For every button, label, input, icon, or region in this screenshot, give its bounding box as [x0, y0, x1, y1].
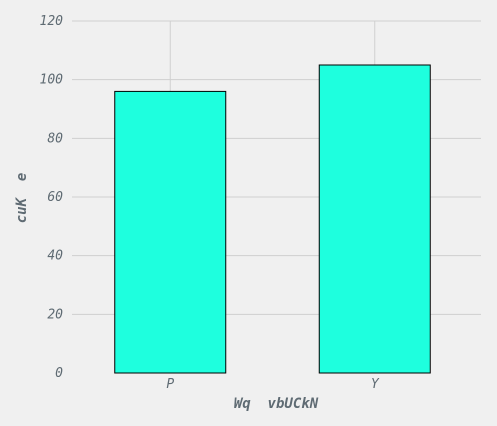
bar-p — [114, 90, 227, 374]
x-axis-title: Wq vbUCkN — [234, 396, 319, 412]
y-tick-label: 80 — [47, 131, 63, 146]
y-tick-label: 100 — [40, 73, 64, 88]
y-tick-label: 20 — [47, 307, 63, 322]
y-tick-label: 60 — [47, 190, 63, 205]
y-axis-title: cuK e — [14, 173, 30, 224]
y-tick-label: 120 — [40, 14, 64, 29]
y-tick-label: 40 — [47, 249, 63, 264]
y-tick-label: 0 — [55, 366, 63, 381]
bar-y — [318, 64, 431, 374]
x-tick-label: Y — [371, 377, 380, 392]
y-axis-tick-labels: 0 20 40 60 80 100 120 — [40, 14, 64, 381]
x-tick-label: P — [166, 377, 174, 392]
bars — [114, 64, 431, 374]
